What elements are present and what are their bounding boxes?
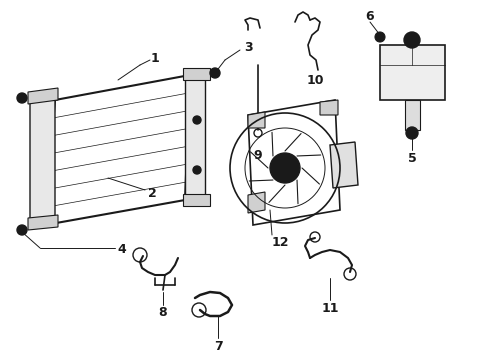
Circle shape (270, 153, 300, 183)
Polygon shape (248, 112, 265, 128)
Polygon shape (28, 215, 58, 230)
Circle shape (17, 93, 27, 103)
Text: 11: 11 (321, 302, 339, 315)
Polygon shape (320, 100, 338, 115)
Circle shape (375, 32, 385, 42)
Polygon shape (330, 142, 358, 188)
Text: 8: 8 (159, 306, 167, 319)
Polygon shape (380, 45, 445, 100)
Circle shape (404, 32, 420, 48)
Bar (405, 100, 420, 130)
Text: 9: 9 (254, 149, 262, 162)
Text: 3: 3 (244, 41, 252, 54)
Text: 10: 10 (306, 73, 324, 86)
Polygon shape (183, 68, 210, 80)
Circle shape (210, 68, 220, 78)
Polygon shape (185, 73, 205, 198)
Text: 6: 6 (366, 9, 374, 23)
Text: 12: 12 (271, 235, 289, 248)
Text: 4: 4 (118, 243, 126, 256)
Circle shape (193, 116, 201, 124)
Polygon shape (183, 194, 210, 206)
Circle shape (17, 225, 27, 235)
Text: 1: 1 (150, 51, 159, 64)
Polygon shape (30, 98, 55, 225)
Polygon shape (248, 192, 265, 213)
Circle shape (193, 166, 201, 174)
Text: 5: 5 (408, 152, 416, 165)
Polygon shape (28, 88, 58, 104)
Circle shape (406, 127, 418, 139)
Text: 2: 2 (147, 186, 156, 199)
Text: 7: 7 (214, 339, 222, 352)
